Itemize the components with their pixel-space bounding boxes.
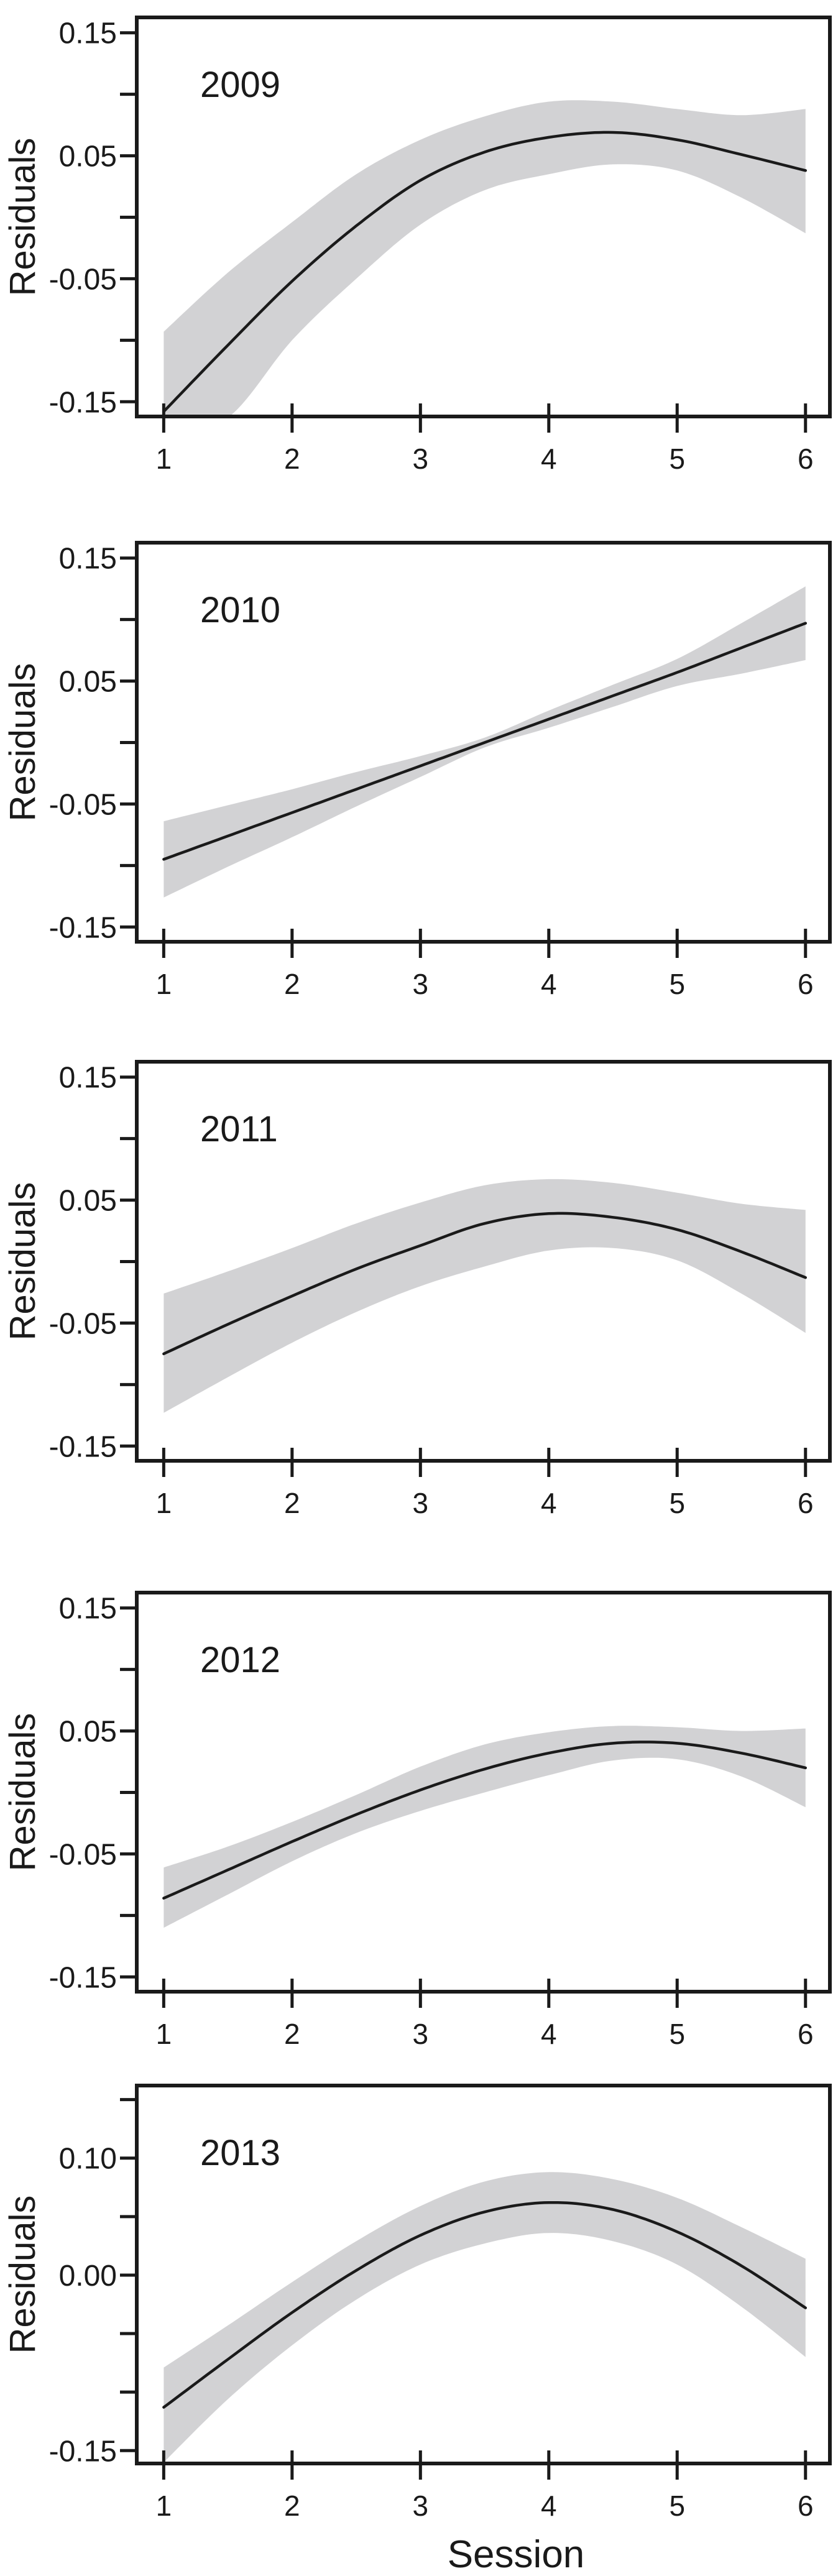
x-tick-label: 3 [413,443,429,475]
x-tick-label: 5 [669,1487,685,1519]
x-tick-label: 6 [798,443,814,475]
y-tick-label: 0.05 [59,1716,117,1749]
y-axis-title: Residuals [2,2196,43,2354]
x-tick-label: 3 [413,1487,429,1519]
x-tick-label: 4 [541,2490,557,2522]
y-tick-label: 0.15 [59,1062,117,1095]
x-tick-label: 6 [798,2018,814,2050]
y-tick-label: -0.15 [49,911,117,944]
panel-2013: 0.10 0.00 -0.15 1 2 3 4 5 6 2013 Residuals [2,2084,832,2522]
panel-year-label: 2010 [200,590,280,630]
y-axis-title: Residuals [2,138,43,297]
fit-line [162,622,808,861]
panel-2011: 0.15 0.05 -0.05 -0.15 1 2 3 4 5 6 2011 Residuals [2,1060,832,1519]
panel-2010: 0.15 0.05 -0.05 -0.15 1 2 3 4 5 6 2010 Residuals [2,541,832,1000]
panel-2009: 0.15 0.05 -0.05 -0.15 1 2 3 4 5 6 2009 Residuals [2,16,832,475]
x-tick-label: 3 [413,2018,429,2050]
fit-line [162,1741,808,1900]
x-tick-label: 5 [669,443,685,475]
x-tick-label: 1 [156,443,172,475]
y-tick-label: 0.05 [59,1185,117,1218]
y-tick-label: 0.00 [59,2260,117,2293]
panel-year-label: 2012 [200,1640,280,1680]
panel-2012: 0.15 0.05 -0.05 -0.15 1 2 3 4 5 6 2012 Residuals [2,1591,832,2050]
x-tick-label: 6 [798,1487,814,1519]
y-tick-label: 0.15 [59,1593,117,1626]
x-tick-label: 4 [541,1487,557,1519]
panel-year-label: 2011 [200,1109,278,1149]
y-tick-label: -0.05 [49,263,117,296]
y-tick-label: -0.05 [49,1838,117,1871]
confidence-band [163,1726,806,1928]
panel-year-label: 2013 [200,2133,280,2173]
y-axis-title: Residuals [2,1182,43,1341]
y-tick-label: -0.15 [49,1961,117,1994]
x-tick-label: 3 [413,2490,429,2522]
x-tick-label: 3 [413,968,429,1000]
panel-year-label: 2009 [200,65,280,105]
x-tick-label: 6 [798,968,814,1000]
y-tick-label: 0.05 [59,666,117,699]
x-tick-label: 4 [541,2018,557,2050]
x-tick-label: 1 [156,2018,172,2050]
y-tick-label: -0.15 [49,1430,117,1463]
x-tick-label: 2 [284,2018,300,2050]
x-tick-label: 1 [156,968,172,1000]
y-tick-label: 0.10 [59,2143,117,2176]
y-tick-label: 0.15 [59,543,117,576]
y-axis-title: Residuals [2,663,43,822]
x-tick-label: 5 [669,968,685,1000]
y-tick-label: -0.15 [49,386,117,419]
x-tick-label: 2 [284,443,300,475]
y-axis-title: Residuals [2,1713,43,1872]
x-tick-label: 1 [156,1487,172,1519]
x-tick-label: 5 [669,2018,685,2050]
x-tick-label: 1 [156,2490,172,2522]
confidence-band [163,100,806,416]
y-tick-label: 0.15 [59,17,117,50]
confidence-band [163,2172,806,2463]
x-tick-label: 2 [284,2490,300,2522]
x-tick-label: 2 [284,968,300,1000]
y-tick-label: -0.05 [49,1307,117,1340]
x-tick-label: 4 [541,443,557,475]
y-tick-label: -0.15 [49,2435,117,2468]
fit-line [162,1212,808,1356]
y-tick-label: 0.05 [59,140,117,173]
x-tick-label: 2 [284,1487,300,1519]
x-axis-title: Session [448,2533,585,2576]
fit-line [162,2201,808,2409]
x-tick-label: 6 [798,2490,814,2522]
fit-line [162,131,808,413]
y-tick-label: -0.05 [49,788,117,821]
x-tick-label: 4 [541,968,557,1000]
confidence-band [163,1179,806,1413]
x-tick-label: 5 [669,2490,685,2522]
